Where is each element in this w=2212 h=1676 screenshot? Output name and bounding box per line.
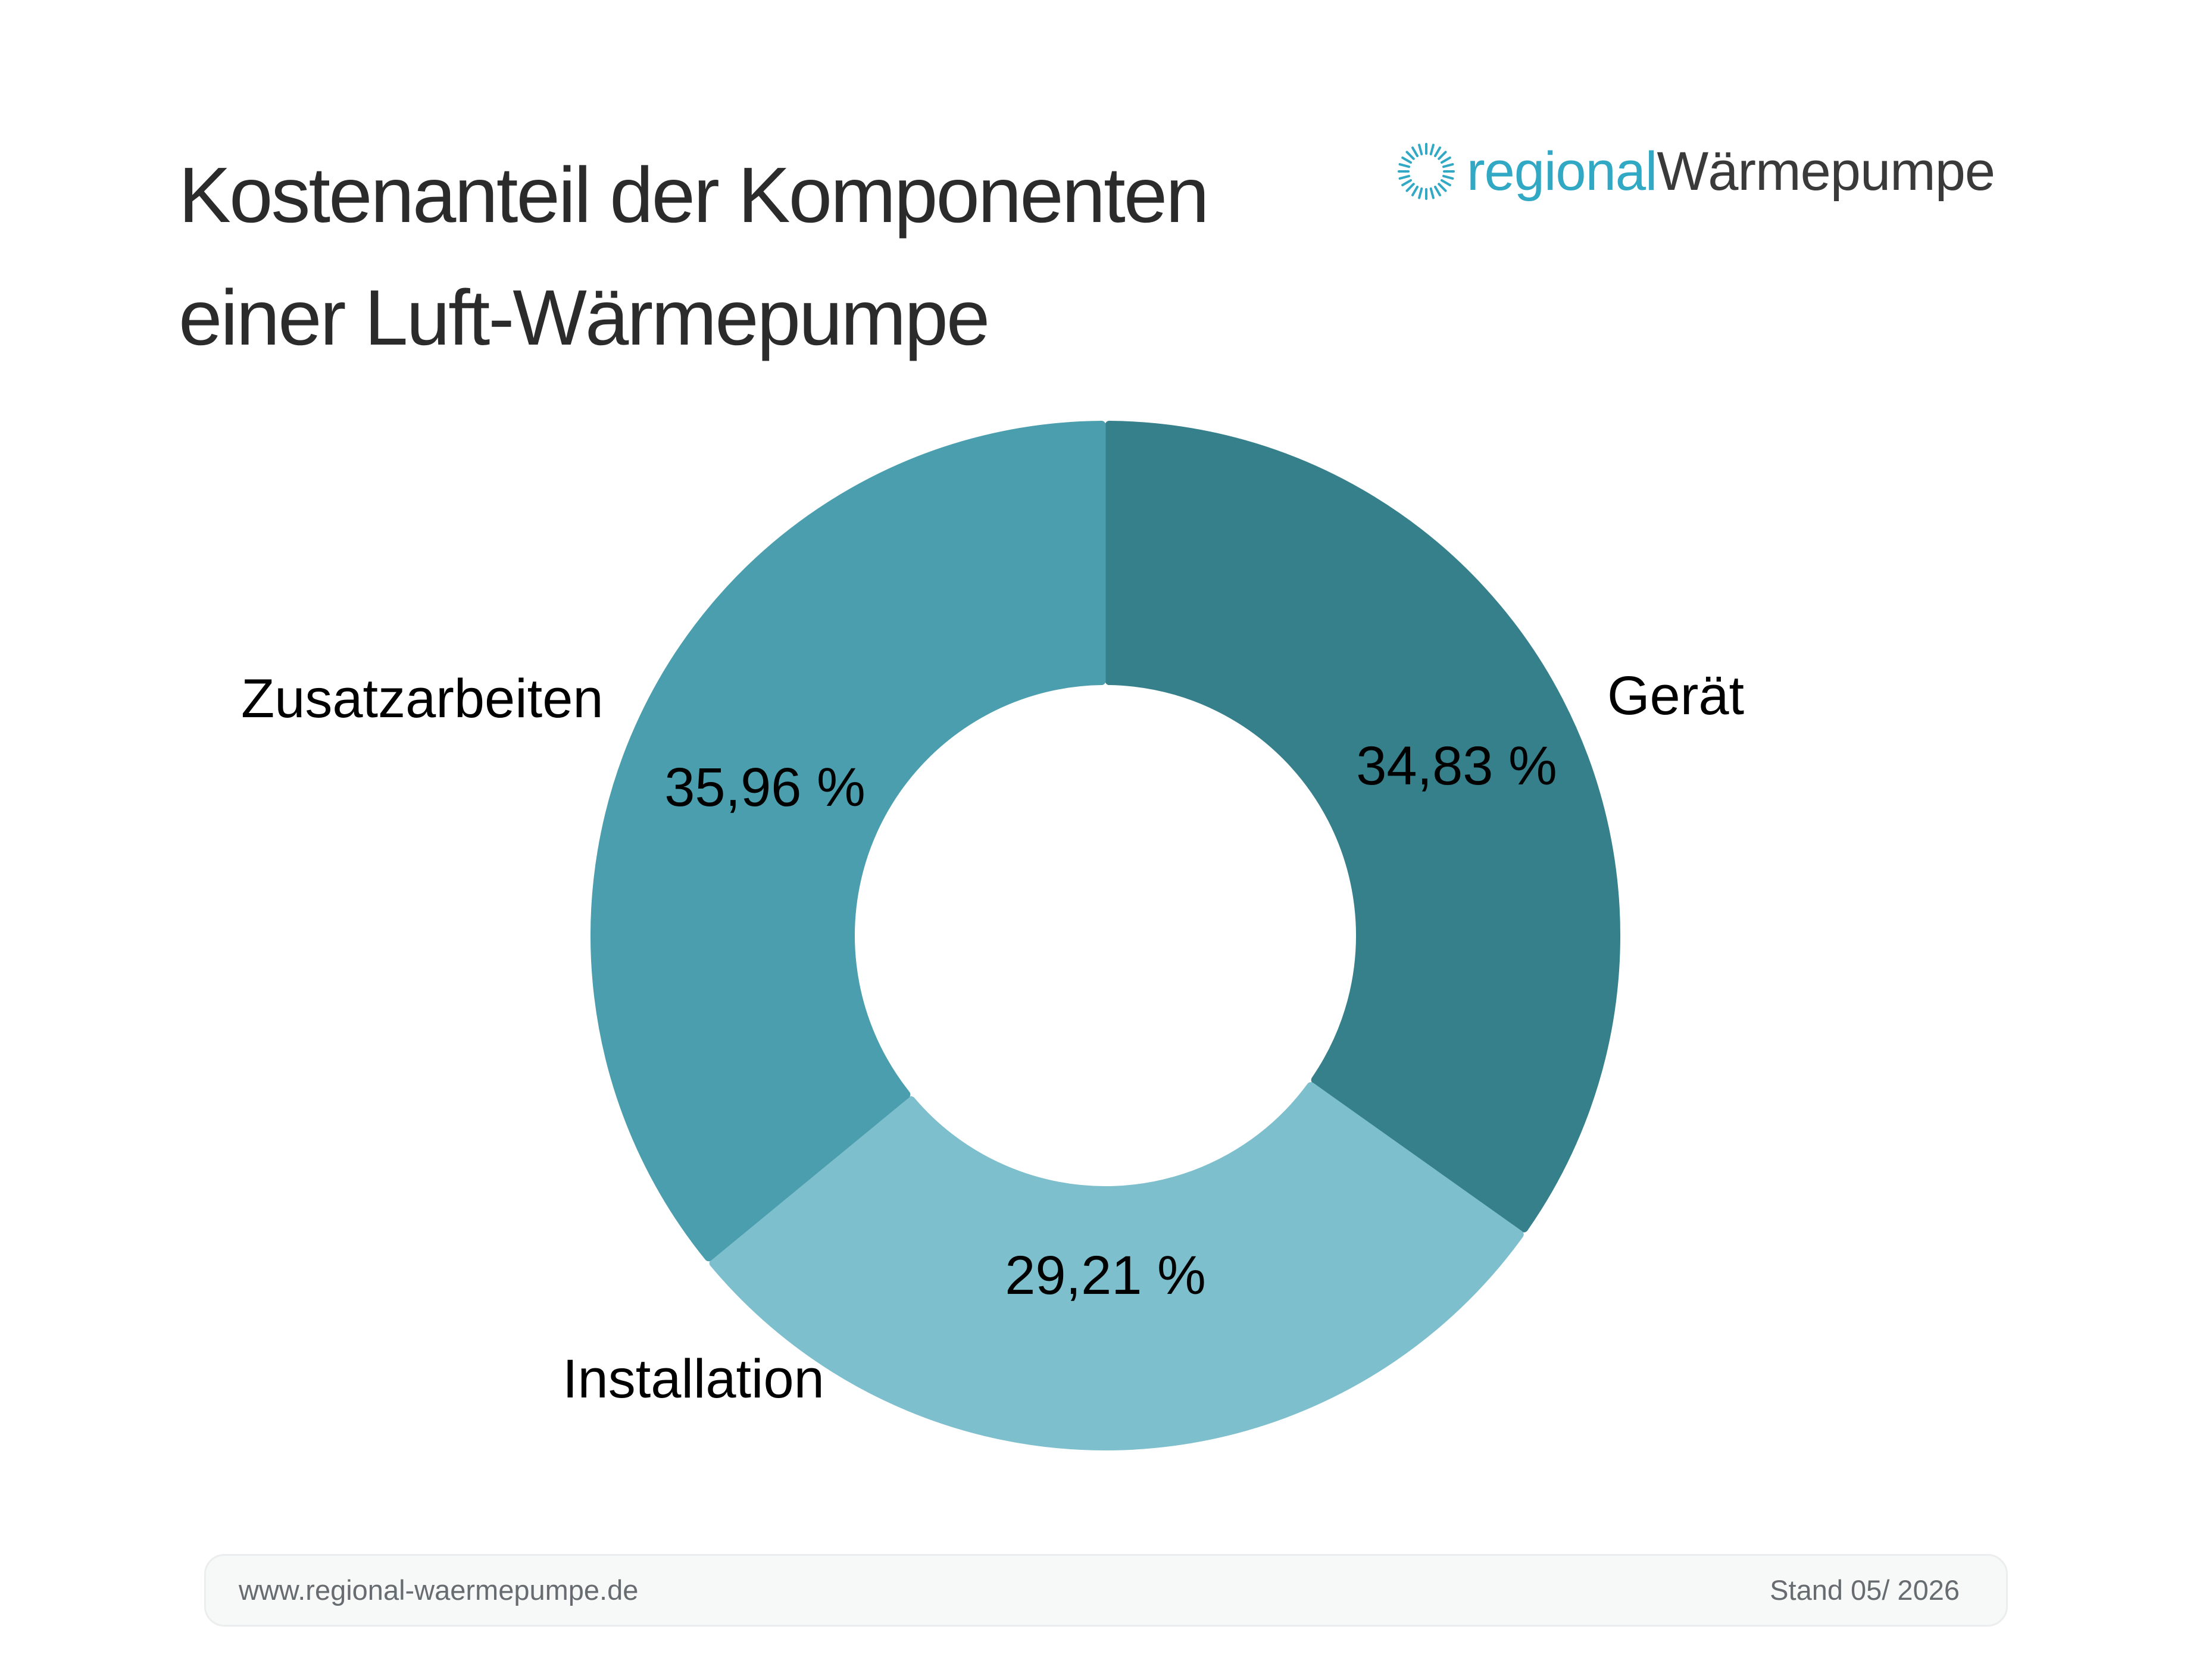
slice-value-label-installation: 29,21 % (1005, 1245, 1206, 1306)
chart-title-line-2: einer Luft-Wärmepumpe (179, 274, 990, 361)
donut-slice-gerat (1105, 421, 1620, 1233)
brand-logo-part-1: regional (1467, 140, 1657, 202)
brand-logo-text: regionalWärmepumpe (1467, 140, 1995, 203)
slice-value-label-zusatzarbeiten: 35,96 % (664, 757, 866, 818)
brand-logo: regionalWärmepumpe (1396, 136, 1995, 207)
footer-date: Stand 05/ 2026 (1770, 1574, 1960, 1606)
donut-slice-installation (709, 1082, 1524, 1450)
slice-category-label-gerat: Gerät (1607, 665, 1744, 726)
donut-slice-zusatzarbeiten (591, 421, 1106, 1262)
brand-logo-part-2: Wärmepumpe (1657, 140, 1995, 202)
slice-value-label-gerat: 34,83 % (1356, 736, 1557, 796)
chart-title-line-1: Kostenanteil der Komponenten (179, 151, 1210, 239)
footer-url: www.regional-waermepumpe.de (239, 1574, 639, 1606)
footer-bar: www.regional-waermepumpe.de Stand 05/ 20… (204, 1554, 2008, 1627)
sunburst-icon (1398, 143, 1455, 200)
chart-title: Kostenanteil der Komponenten einer Luft-… (179, 134, 1210, 379)
slice-category-label-zusatzarbeiten: Zusatzarbeiten (241, 668, 604, 729)
slice-category-label-installation: Installation (563, 1349, 824, 1409)
